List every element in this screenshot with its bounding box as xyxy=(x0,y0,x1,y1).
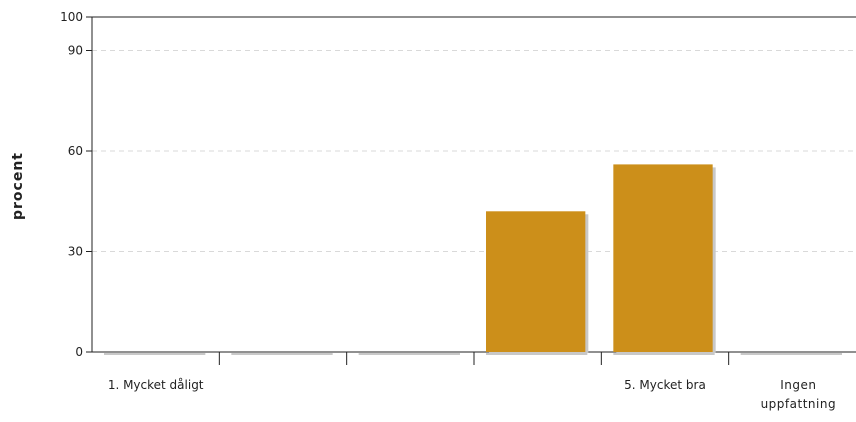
y-tick-label-30: 30 xyxy=(68,245,83,259)
y-tick-label-90: 90 xyxy=(68,44,83,58)
bar-baseline-shadow xyxy=(358,353,460,355)
x-tick-label: 5. Mycket bra xyxy=(624,378,706,392)
bar-baseline-shadow xyxy=(613,353,715,355)
y-tick-label-60: 60 xyxy=(68,144,83,158)
bar-baseline-shadow xyxy=(104,353,206,355)
x-tick-label: uppfattning xyxy=(761,397,837,411)
bar-baseline-shadow xyxy=(740,353,842,355)
y-axis-label: procent xyxy=(10,152,26,220)
x-tick-label: 1. Mycket dåligt xyxy=(108,378,204,392)
y-tick-label-0: 0 xyxy=(75,345,83,359)
bar xyxy=(486,211,586,352)
y-tick-label-100: 100 xyxy=(60,10,83,24)
bar xyxy=(613,164,713,352)
bar-baseline-shadow xyxy=(231,353,333,355)
bar-baseline-shadow xyxy=(486,353,588,355)
x-tick-label: Ingen xyxy=(780,378,816,392)
